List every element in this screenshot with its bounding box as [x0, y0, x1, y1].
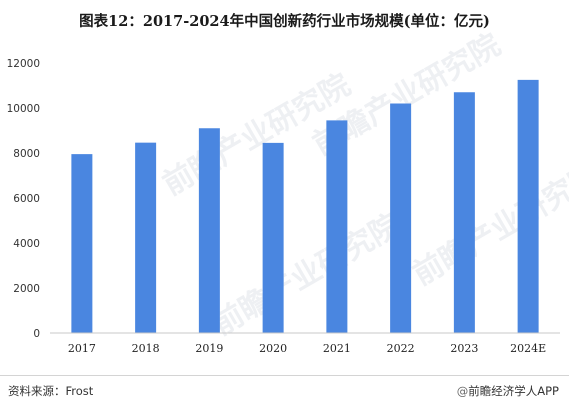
y-axis: 0 2000 4000 6000 8000 10000 12000 [7, 58, 40, 340]
x-axis: 2017 2018 2019 2020 2021 2022 2023 2024E [50, 332, 560, 355]
bar-series [71, 79, 539, 333]
x-tick-label: 2018 [132, 342, 160, 355]
x-tick-label: 2021 [323, 342, 351, 355]
y-tick-label: 10000 [7, 103, 40, 115]
bar [326, 120, 348, 333]
y-tick-label: 6000 [13, 193, 40, 205]
x-tick-label: 2020 [259, 342, 287, 355]
x-tick-label: 2017 [68, 342, 96, 355]
bar [135, 142, 157, 333]
bar [517, 79, 539, 333]
chart-title: 图表12：2017-2024年中国创新药行业市场规模(单位：亿元) [79, 13, 490, 30]
bar-chart: 0 2000 4000 6000 8000 10000 12000 2017 2018 2019… [7, 58, 560, 355]
source-note: 资料来源：Frost [8, 384, 94, 398]
bar [198, 128, 220, 333]
y-tick-label: 4000 [13, 238, 40, 250]
x-tick-label: 2019 [195, 342, 223, 355]
x-tick-label: 2022 [387, 342, 415, 355]
footer: 资料来源：Frost @前瞻经济学人APP [0, 375, 569, 405]
x-tick-label: 2023 [450, 342, 478, 355]
at-icon: @ [456, 384, 469, 398]
x-tick-label: 2024E [510, 342, 546, 355]
y-tick-label: 0 [33, 328, 40, 340]
bar [390, 103, 412, 333]
bar [71, 154, 93, 333]
bar [262, 142, 284, 333]
y-tick-label: 8000 [13, 148, 40, 160]
y-tick-label: 12000 [7, 58, 40, 70]
bar [453, 92, 475, 333]
brand-name: 前瞻经济学人APP [468, 384, 559, 398]
brand-credit: @前瞻经济学人APP [457, 383, 559, 399]
y-tick-label: 2000 [13, 283, 40, 295]
